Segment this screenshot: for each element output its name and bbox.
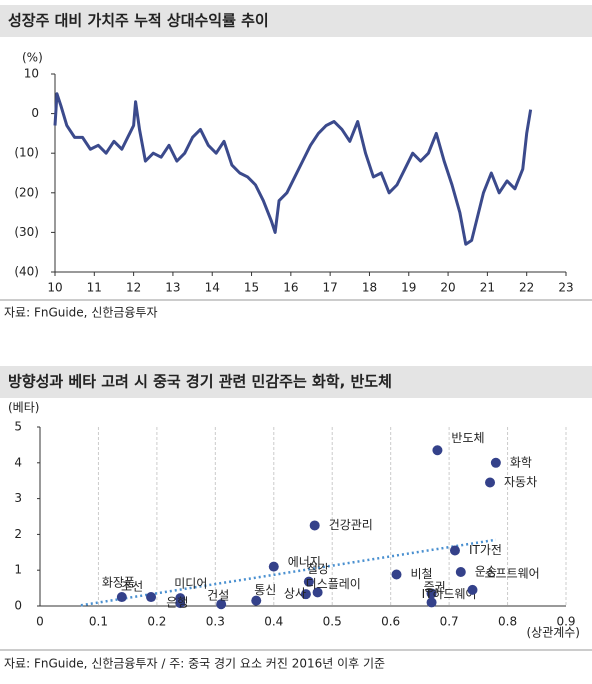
point (251, 595, 262, 606)
y-tick-label: (30) (14, 225, 39, 239)
point (455, 566, 466, 577)
y-tick-label: 4 (14, 455, 22, 469)
y-tick-label: (40) (14, 265, 39, 279)
y-tick-label: 1 (14, 563, 22, 577)
point-label: 철강 (307, 562, 329, 576)
point-label: 건강관리 (329, 518, 373, 532)
x-tick-label: 17 (323, 281, 338, 295)
point (309, 520, 320, 531)
point (490, 457, 501, 468)
y-unit: (%) (22, 51, 43, 65)
point-label: 은행 (166, 595, 188, 610)
x-tick-label: 0.8 (498, 615, 517, 629)
y-tick-label: 3 (14, 491, 22, 505)
x-tick-label: 22 (519, 281, 534, 295)
x-tick-label: 23 (558, 281, 573, 295)
point-label: 자동차 (504, 475, 537, 489)
point (175, 598, 186, 609)
y-tick-label: 10 (24, 67, 39, 81)
point-label: IT하드웨어 (422, 587, 477, 601)
x-tick-label: 0.4 (264, 615, 283, 629)
x-tick-label: 0.3 (206, 615, 225, 629)
point (146, 592, 157, 603)
point (426, 588, 437, 599)
y-tick-label: 0 (14, 599, 22, 613)
x-tick-label: 19 (401, 281, 416, 295)
y-tick-label: (20) (14, 185, 39, 199)
x-tick-label: 15 (244, 281, 259, 295)
x-tick-label: 0.1 (89, 615, 108, 629)
source: 자료: FnGuide, 신한금융투자 / 주: 중국 경기 요소 커진 201… (4, 657, 385, 671)
x-tick-label: 10 (47, 281, 62, 295)
x-tick-label: 0.7 (440, 615, 459, 629)
y-tick-label: 0 (31, 106, 39, 120)
y-label: (베타) (8, 401, 39, 415)
point (467, 584, 478, 595)
point-label: 화학 (510, 455, 532, 469)
x-tick-label: 0.9 (556, 615, 575, 629)
point-label: 화장품 (102, 576, 135, 590)
x-tick-label: 21 (480, 281, 495, 295)
source: 자료: FnGuide, 신한금융투자 (4, 306, 158, 320)
point (116, 592, 127, 603)
x-tick-label: 16 (283, 281, 298, 295)
point (426, 597, 437, 608)
point (216, 599, 227, 610)
point-label: IT가전 (469, 543, 502, 557)
point (432, 445, 443, 456)
x-tick-label: 13 (165, 281, 180, 295)
point-label: 통신 (254, 583, 276, 597)
line (53, 92, 533, 246)
point (485, 477, 496, 488)
chart-title: 방향성과 베타 고려 시 중국 경기 관련 민감주는 화학, 반도체 (8, 373, 392, 391)
point (303, 576, 314, 587)
y-tick-label: 2 (14, 527, 22, 541)
point-label: 비철 (411, 567, 433, 581)
x-label: (상관계수) (526, 626, 580, 640)
title-bar (0, 5, 592, 37)
point (300, 589, 311, 600)
point (449, 545, 460, 556)
point-label: 건설 (207, 589, 229, 603)
point-label: 에너지 (288, 555, 321, 569)
point-label: 조선 (121, 580, 143, 594)
x-tick-label: 18 (362, 281, 377, 295)
chart-title: 성장주 대비 가치주 누적 상대수익률 추이 (8, 12, 269, 30)
y-tick-label: 5 (14, 420, 22, 434)
title-bar (0, 366, 592, 398)
x-tick-label: 0.5 (323, 615, 342, 629)
x-tick-label: 12 (126, 281, 141, 295)
x-tick-label: 20 (440, 281, 455, 295)
point-label: 상사 (284, 587, 306, 601)
point-label: 디스플레이 (306, 577, 361, 591)
x-tick-label: 0.6 (381, 615, 400, 629)
x-tick-label: 0.2 (147, 615, 166, 629)
y-tick-label: (10) (14, 146, 39, 160)
point (391, 569, 402, 580)
point (312, 587, 323, 598)
point (268, 561, 279, 572)
point-label: 반도체 (451, 431, 484, 445)
point-label: 증권 (424, 580, 446, 594)
point-label: 미디어 (174, 577, 207, 591)
point-label: 운송 (475, 564, 497, 578)
point-label: 소프트웨어 (484, 566, 539, 580)
x-tick-label: 0 (36, 615, 44, 629)
x-tick-label: 14 (205, 281, 220, 295)
x-tick-label: 11 (87, 281, 102, 295)
